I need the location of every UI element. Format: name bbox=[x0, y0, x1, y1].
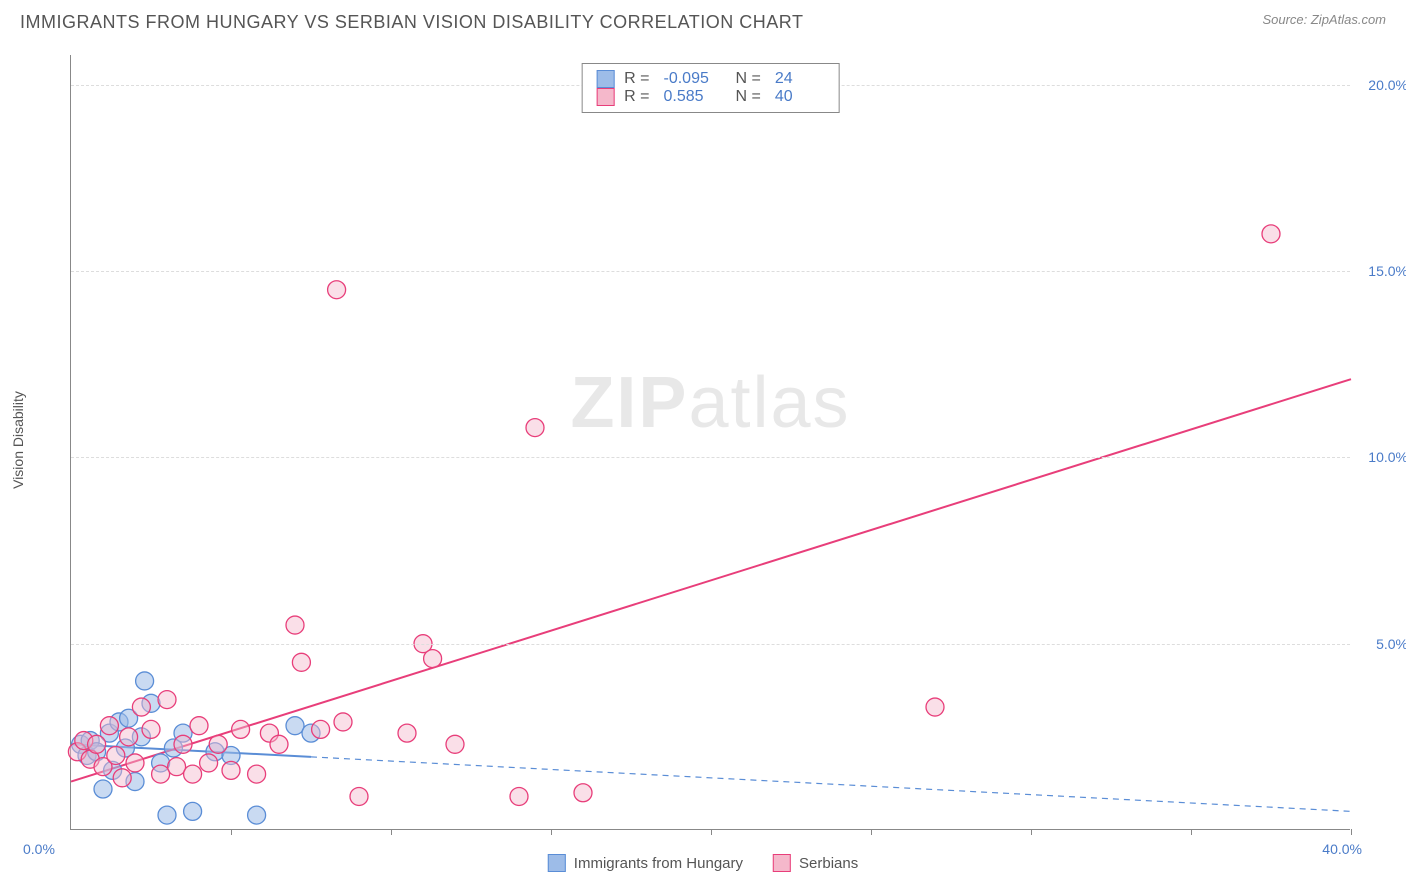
hungary-point bbox=[136, 672, 154, 690]
legend-swatch-icon bbox=[548, 854, 566, 872]
gridline-h bbox=[71, 644, 1350, 645]
serbian-point bbox=[142, 720, 160, 738]
serbian-point bbox=[248, 765, 266, 783]
serbian-point bbox=[107, 746, 125, 764]
legend-series-item: Immigrants from Hungary bbox=[548, 854, 743, 872]
x-tick bbox=[871, 829, 872, 835]
x-tick bbox=[391, 829, 392, 835]
serbian-trend bbox=[71, 379, 1351, 781]
serbian-point bbox=[232, 720, 250, 738]
n-value: 24 bbox=[775, 70, 825, 88]
serbian-point bbox=[184, 765, 202, 783]
x-tick bbox=[551, 829, 552, 835]
serbian-point bbox=[292, 653, 310, 671]
serbian-point bbox=[158, 691, 176, 709]
source-label: Source: ZipAtlas.com bbox=[1262, 12, 1386, 27]
hungary-point bbox=[158, 806, 176, 824]
x-tick bbox=[1191, 829, 1192, 835]
y-tick-label: 10.0% bbox=[1368, 449, 1406, 465]
y-tick-label: 20.0% bbox=[1368, 77, 1406, 93]
legend-stat-row: R = -0.095 N = 24 bbox=[596, 70, 825, 88]
serbian-point bbox=[574, 784, 592, 802]
legend-bottom: Immigrants from Hungary Serbians bbox=[548, 854, 858, 872]
serbian-point bbox=[174, 735, 192, 753]
plot-svg bbox=[71, 55, 1350, 829]
serbian-point bbox=[120, 728, 138, 746]
hungary-point bbox=[248, 806, 266, 824]
n-label: N = bbox=[736, 70, 761, 88]
hungary-point bbox=[94, 780, 112, 798]
gridline-h bbox=[71, 271, 1350, 272]
r-value: 0.585 bbox=[664, 88, 714, 106]
serbian-point bbox=[334, 713, 352, 731]
gridline-h bbox=[71, 457, 1350, 458]
serbian-point bbox=[446, 735, 464, 753]
serbian-point bbox=[424, 650, 442, 668]
serbian-point bbox=[270, 735, 288, 753]
legend-swatch-icon bbox=[773, 854, 791, 872]
serbian-point bbox=[526, 419, 544, 437]
x-tick bbox=[1031, 829, 1032, 835]
chart-title: IMMIGRANTS FROM HUNGARY VS SERBIAN VISIO… bbox=[20, 12, 803, 33]
y-tick-label: 15.0% bbox=[1368, 263, 1406, 279]
serbian-point bbox=[132, 698, 150, 716]
x-tick bbox=[1351, 829, 1352, 835]
x-origin-label: 0.0% bbox=[23, 841, 55, 857]
serbian-point bbox=[209, 735, 227, 753]
serbian-point bbox=[398, 724, 416, 742]
serbian-point bbox=[510, 787, 528, 805]
serbian-point bbox=[328, 281, 346, 299]
serbian-point bbox=[152, 765, 170, 783]
serbian-point bbox=[88, 735, 106, 753]
legend-series-item: Serbians bbox=[773, 854, 858, 872]
serbian-point bbox=[222, 761, 240, 779]
y-axis-label: Vision Disability bbox=[10, 391, 26, 489]
serbian-point bbox=[312, 720, 330, 738]
serbian-point bbox=[126, 754, 144, 772]
hungary-point bbox=[286, 717, 304, 735]
n-label: N = bbox=[736, 88, 761, 106]
x-tick bbox=[711, 829, 712, 835]
r-label: R = bbox=[624, 88, 649, 106]
chart-container: Vision Disability ZIPatlas 5.0%10.0%15.0… bbox=[50, 50, 1350, 830]
legend-swatch-icon bbox=[596, 88, 614, 106]
x-tick bbox=[231, 829, 232, 835]
legend-series-label: Immigrants from Hungary bbox=[574, 855, 743, 872]
serbian-point bbox=[1262, 225, 1280, 243]
legend-series-label: Serbians bbox=[799, 855, 858, 872]
hungary-trend-dashed bbox=[311, 757, 1351, 811]
serbian-point bbox=[286, 616, 304, 634]
r-label: R = bbox=[624, 70, 649, 88]
r-value: -0.095 bbox=[664, 70, 714, 88]
plot-area: ZIPatlas 5.0%10.0%15.0%20.0% R =-0.095N … bbox=[70, 55, 1350, 830]
hungary-point bbox=[184, 802, 202, 820]
serbian-point bbox=[926, 698, 944, 716]
y-tick-label: 5.0% bbox=[1376, 636, 1406, 652]
serbian-point bbox=[350, 787, 368, 805]
serbian-point bbox=[113, 769, 131, 787]
n-value: 40 bbox=[775, 88, 825, 106]
serbian-point bbox=[168, 758, 186, 776]
serbian-point bbox=[100, 717, 118, 735]
legend-swatch-icon bbox=[596, 70, 614, 88]
serbian-point bbox=[190, 717, 208, 735]
legend-stats-box: R = -0.095 N = 24 R = 0.585 N = 40 bbox=[581, 63, 840, 113]
x-max-label: 40.0% bbox=[1322, 841, 1362, 857]
legend-stat-row: R = 0.585 N = 40 bbox=[596, 88, 825, 106]
serbian-point bbox=[200, 754, 218, 772]
